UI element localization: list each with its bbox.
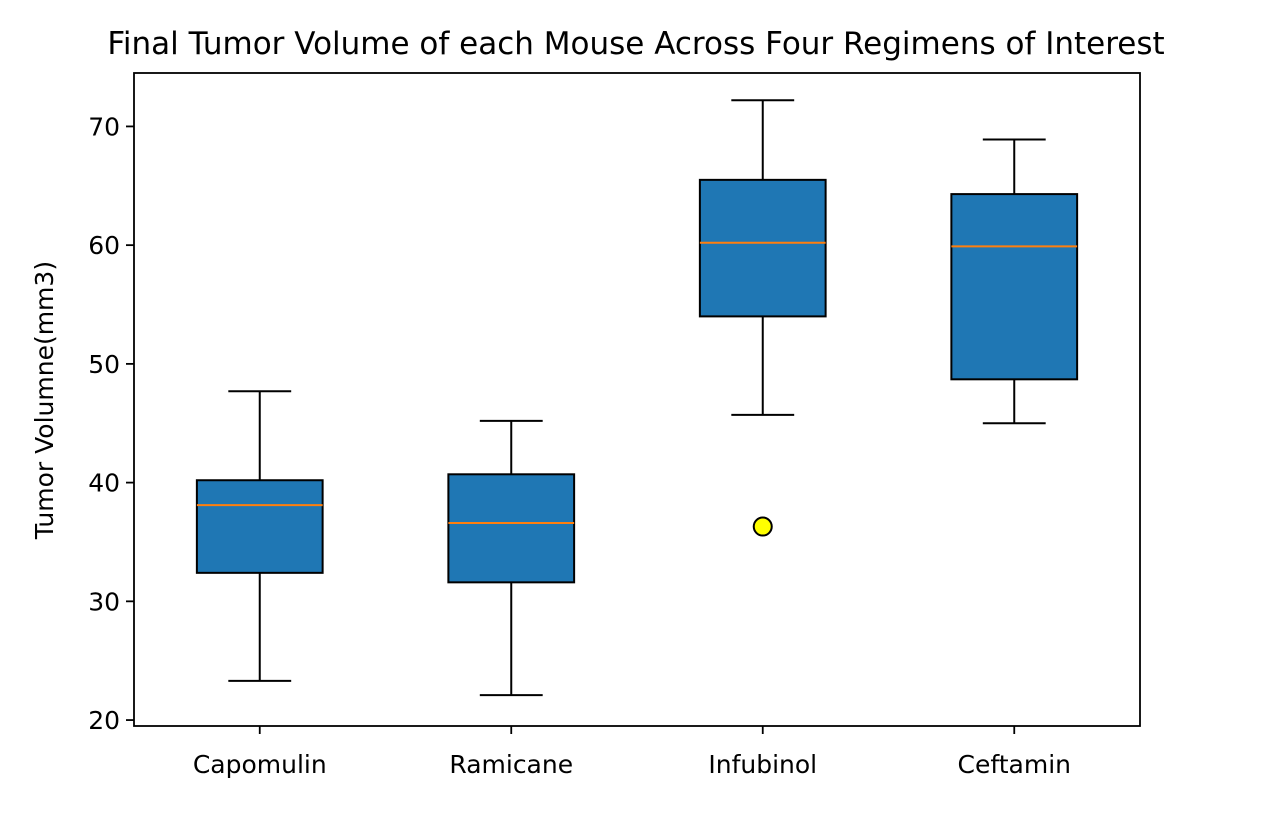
chart-title: Final Tumor Volume of each Mouse Across … — [107, 26, 1164, 62]
x-tick-label: Ceftamin — [958, 750, 1071, 779]
iqr-box — [698, 178, 827, 318]
y-tick-label: 30 — [88, 587, 120, 616]
x-axis: Capomulin Ramicane Infubinol Ceftamin — [193, 726, 1071, 779]
plot-area — [195, 99, 1079, 697]
y-tick-label: 60 — [88, 231, 120, 260]
y-tick-label: 50 — [88, 350, 120, 379]
y-axis-label: Tumor Volumne(mm3) — [30, 261, 59, 540]
iqr-box — [195, 479, 324, 574]
box-group-ceftamin — [950, 138, 1079, 425]
iqr-box — [447, 473, 576, 584]
outlier-point — [752, 516, 773, 537]
axes-frame — [133, 72, 1141, 727]
iqr-box — [950, 193, 1079, 381]
y-tick-label: 40 — [88, 469, 120, 498]
y-axis: 20 30 40 50 60 70 — [88, 112, 134, 735]
x-tick-label: Ramicane — [449, 750, 573, 779]
x-tick-label: Capomulin — [193, 750, 327, 779]
box-group-ramicane — [447, 419, 576, 697]
x-tick-label: Infubinol — [708, 750, 817, 779]
y-tick-label: 70 — [88, 112, 120, 141]
y-tick-label: 20 — [88, 706, 120, 735]
box-group-infubinol — [698, 99, 827, 537]
box-group-capomulin — [195, 390, 324, 682]
